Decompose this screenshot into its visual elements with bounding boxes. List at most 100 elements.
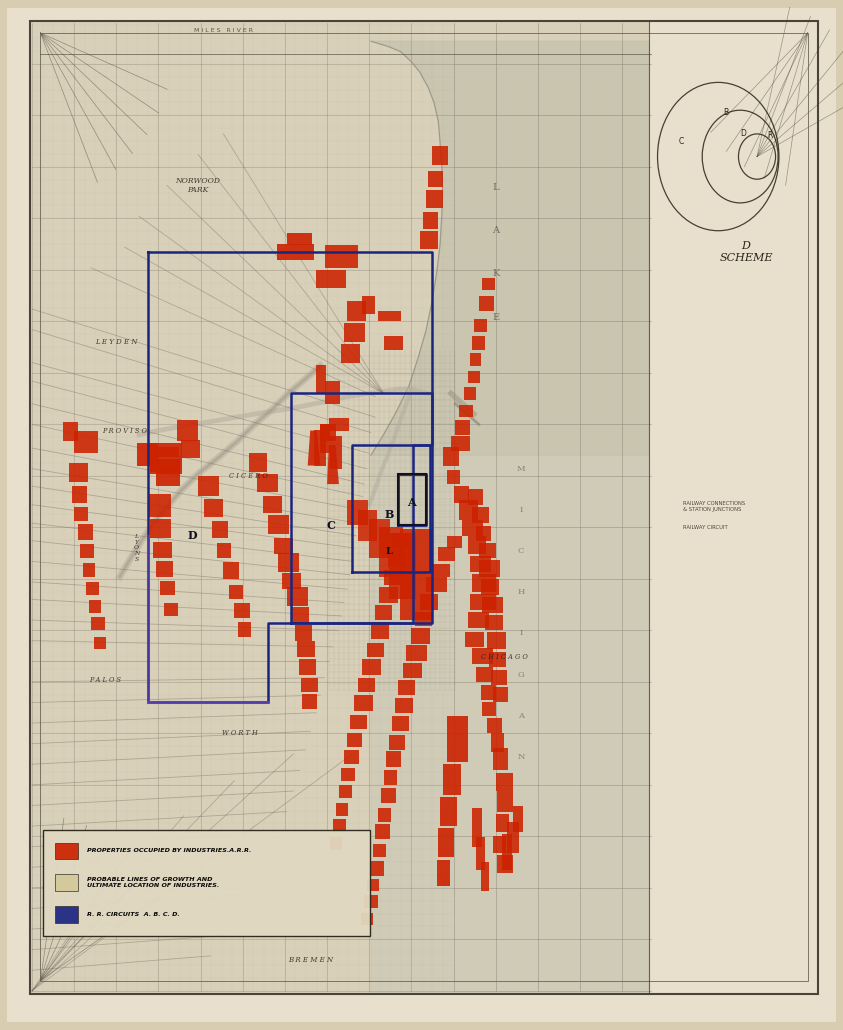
- Bar: [459, 500, 478, 520]
- Bar: [470, 594, 496, 610]
- Text: I: I: [519, 629, 523, 638]
- Text: C: C: [518, 547, 524, 555]
- Bar: [316, 365, 326, 393]
- Bar: [229, 585, 243, 599]
- Bar: [316, 270, 346, 288]
- Bar: [454, 486, 469, 503]
- Text: C: C: [679, 137, 684, 146]
- Bar: [212, 521, 228, 538]
- Bar: [479, 296, 494, 311]
- Text: B: B: [723, 108, 728, 117]
- Bar: [333, 819, 346, 832]
- Bar: [493, 687, 508, 702]
- Bar: [474, 319, 487, 332]
- FancyBboxPatch shape: [7, 8, 836, 1022]
- Bar: [344, 323, 365, 342]
- Bar: [282, 573, 301, 589]
- Bar: [493, 836, 506, 853]
- Bar: [403, 663, 422, 678]
- Bar: [362, 296, 375, 314]
- Bar: [472, 808, 482, 847]
- Bar: [74, 431, 98, 453]
- Bar: [476, 837, 485, 870]
- Bar: [198, 476, 219, 496]
- Text: B R E M E N: B R E M E N: [287, 956, 333, 964]
- Bar: [347, 500, 368, 525]
- Bar: [472, 648, 493, 664]
- FancyBboxPatch shape: [30, 21, 649, 994]
- Bar: [367, 879, 379, 891]
- Bar: [428, 171, 443, 187]
- Bar: [344, 750, 359, 764]
- Text: PROPERTIES OCCUPIED BY INDUSTRIES.A.R.R.: PROPERTIES OCCUPIED BY INDUSTRIES.A.R.R.: [87, 849, 251, 853]
- Bar: [361, 913, 373, 925]
- Bar: [462, 520, 483, 536]
- Bar: [468, 536, 486, 554]
- Bar: [89, 600, 101, 613]
- Bar: [455, 420, 470, 435]
- Text: H: H: [518, 588, 524, 596]
- Bar: [364, 895, 378, 908]
- Bar: [375, 605, 392, 620]
- Bar: [389, 533, 416, 599]
- Bar: [371, 622, 389, 639]
- Bar: [479, 560, 500, 577]
- Bar: [491, 733, 504, 752]
- Polygon shape: [371, 41, 649, 455]
- Bar: [443, 447, 459, 466]
- Bar: [398, 474, 426, 525]
- Text: C H I C A G O: C H I C A G O: [481, 653, 528, 661]
- Bar: [423, 212, 438, 229]
- Bar: [295, 625, 312, 641]
- Bar: [472, 507, 489, 523]
- Bar: [470, 353, 481, 366]
- Bar: [94, 637, 106, 649]
- Bar: [472, 574, 496, 592]
- Polygon shape: [327, 445, 339, 484]
- Bar: [347, 733, 362, 747]
- Bar: [373, 844, 386, 857]
- Bar: [395, 698, 413, 713]
- Bar: [432, 146, 448, 165]
- Bar: [389, 735, 405, 750]
- Bar: [181, 440, 200, 458]
- Bar: [496, 814, 509, 832]
- Bar: [362, 659, 381, 675]
- Text: D
SCHEME: D SCHEME: [719, 241, 773, 263]
- Bar: [392, 533, 409, 548]
- Bar: [507, 822, 519, 853]
- Bar: [336, 803, 348, 816]
- Bar: [481, 579, 499, 595]
- Bar: [443, 764, 461, 795]
- Bar: [497, 855, 513, 873]
- Bar: [464, 387, 476, 400]
- Bar: [392, 716, 409, 731]
- Bar: [482, 702, 496, 716]
- Bar: [268, 515, 289, 534]
- Text: RAILWAY CONNECTIONS
& STATION JUNCTIONS: RAILWAY CONNECTIONS & STATION JUNCTIONS: [683, 502, 745, 512]
- Bar: [426, 577, 447, 592]
- Bar: [465, 632, 484, 647]
- Bar: [502, 834, 512, 870]
- Bar: [347, 301, 366, 321]
- Bar: [415, 612, 432, 626]
- Bar: [411, 628, 430, 644]
- Bar: [472, 336, 485, 350]
- Bar: [150, 443, 182, 474]
- Bar: [482, 597, 503, 613]
- Bar: [80, 544, 94, 558]
- Bar: [91, 617, 105, 630]
- Text: L: L: [492, 183, 499, 192]
- Text: M: M: [517, 465, 525, 473]
- FancyBboxPatch shape: [43, 830, 370, 936]
- Bar: [440, 797, 457, 826]
- Bar: [438, 828, 454, 857]
- Bar: [485, 615, 503, 630]
- Bar: [164, 603, 178, 616]
- Text: W O R T H: W O R T H: [223, 729, 258, 737]
- Bar: [358, 510, 377, 541]
- Bar: [420, 231, 438, 249]
- Bar: [468, 371, 480, 383]
- Bar: [257, 474, 278, 492]
- Bar: [384, 336, 403, 350]
